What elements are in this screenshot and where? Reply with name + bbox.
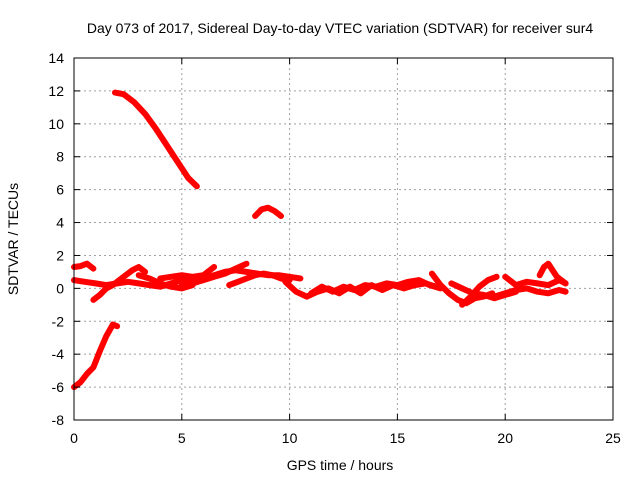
x-tick-label: 5 <box>178 430 186 446</box>
series-arc-10 <box>252 204 284 219</box>
series-arc-5 <box>157 264 218 282</box>
series-arc-6 <box>178 260 250 289</box>
series-arc-18 <box>536 260 569 287</box>
series-arc-9 <box>112 89 200 190</box>
y-tick-label: -8 <box>52 412 65 428</box>
data-points <box>71 89 569 391</box>
y-tick-label: 2 <box>56 247 64 263</box>
chart-title: Day 073 of 2017, Sidereal Day-to-day VTE… <box>87 20 593 36</box>
series-arc-3 <box>90 264 149 303</box>
x-tick-label: 15 <box>390 430 406 446</box>
grid-lines <box>74 58 613 420</box>
y-tick-label: 12 <box>48 83 64 99</box>
y-tick-label: -2 <box>52 313 65 329</box>
series-arc-7 <box>226 270 293 289</box>
y-tick-label: 6 <box>56 182 64 198</box>
y-tick-label: 0 <box>56 280 64 296</box>
plot-frame <box>73 57 614 421</box>
axis-ticks: 0 5 10 15 20 25 -8 -6 -4 -2 0 2 4 6 8 10 12 14 <box>48 50 621 446</box>
y-tick-label: 14 <box>48 50 64 66</box>
series-arc-15 <box>459 273 500 308</box>
series-arc-16 <box>491 285 569 300</box>
y-axis-label: SDTVAR / TECUs <box>5 183 21 295</box>
x-tick-label: 10 <box>282 430 298 446</box>
x-tick-label: 20 <box>497 430 513 446</box>
y-tick-label: -6 <box>52 379 65 395</box>
y-tick-label: -4 <box>52 346 65 362</box>
y-tick-label: 8 <box>56 149 64 165</box>
x-tick-label: 25 <box>605 430 621 446</box>
series-arc-1 <box>71 260 97 272</box>
y-tick-label: 4 <box>56 215 64 231</box>
y-tick-label: 10 <box>48 116 64 132</box>
series-arc-8 <box>71 321 121 391</box>
x-tick-label: 0 <box>70 430 78 446</box>
x-axis-label: GPS time / hours <box>287 457 394 473</box>
series-arc-12 <box>308 277 444 297</box>
